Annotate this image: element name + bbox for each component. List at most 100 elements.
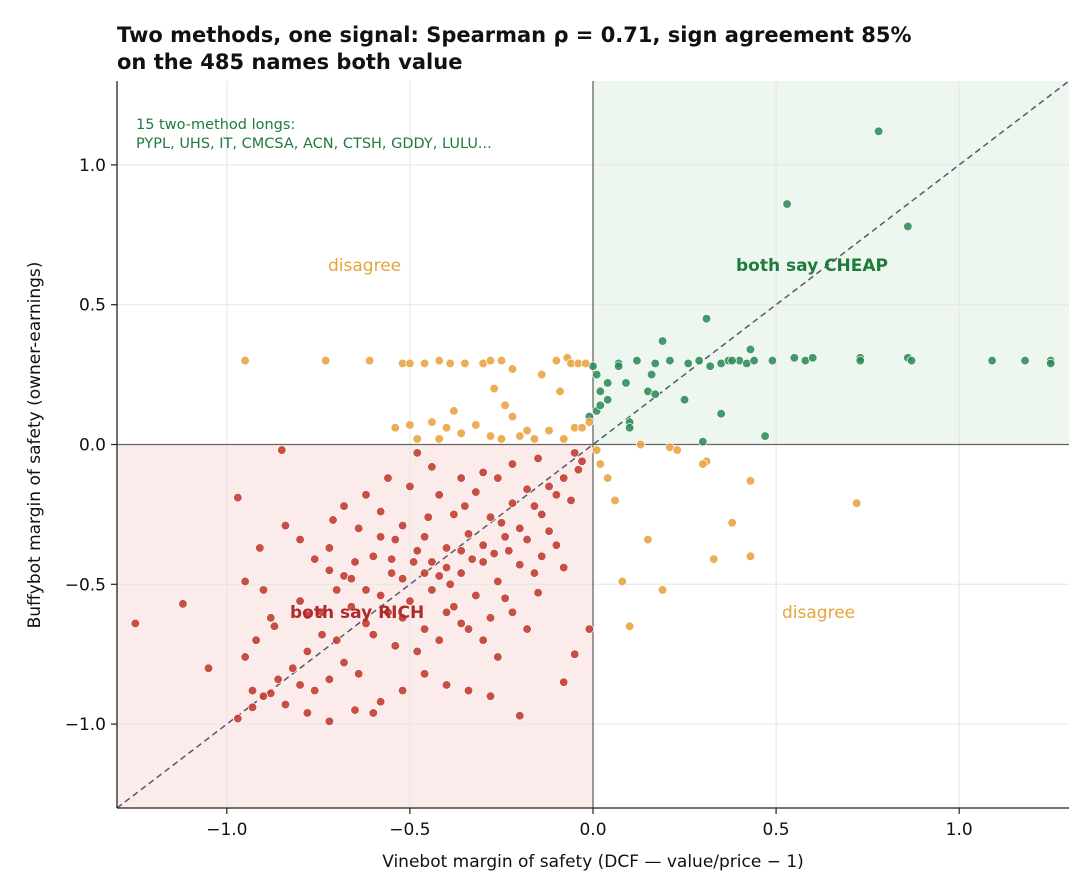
data-point-disagree bbox=[745, 551, 756, 561]
data-point-both-say-rich bbox=[515, 711, 525, 721]
data-point-both-say-rich bbox=[324, 565, 335, 575]
data-point-both-say-rich bbox=[463, 529, 474, 539]
data-point-both-say-rich bbox=[386, 568, 397, 578]
data-point-both-say-rich bbox=[317, 607, 327, 617]
data-point-disagree bbox=[500, 400, 510, 411]
data-point-both-say-cheap bbox=[701, 314, 712, 324]
data-point-both-say-rich bbox=[280, 520, 291, 531]
data-point-both-say-rich bbox=[441, 543, 452, 553]
data-point-both-say-rich bbox=[310, 685, 320, 696]
data-point-both-say-rich bbox=[412, 646, 422, 657]
data-point-both-say-rich bbox=[559, 473, 569, 483]
data-point-both-say-rich bbox=[273, 674, 283, 685]
data-point-both-say-rich bbox=[251, 635, 261, 645]
data-point-both-say-rich bbox=[445, 579, 455, 589]
x-tick-label: −0.5 bbox=[389, 820, 430, 840]
data-point-both-say-rich bbox=[419, 532, 430, 542]
data-point-both-say-rich bbox=[375, 506, 386, 517]
data-point-both-say-rich bbox=[500, 532, 510, 542]
data-point-both-say-rich bbox=[408, 557, 419, 567]
data-point-both-say-rich bbox=[434, 635, 444, 645]
data-point-disagree bbox=[851, 498, 862, 508]
data-point-both-say-rich bbox=[269, 621, 280, 631]
data-point-both-say-rich bbox=[354, 523, 364, 534]
data-point-disagree bbox=[555, 386, 565, 397]
data-point-both-say-rich bbox=[471, 487, 481, 497]
data-point-both-say-rich bbox=[493, 652, 503, 662]
data-point-disagree bbox=[672, 445, 682, 455]
data-point-both-say-rich bbox=[507, 607, 518, 617]
data-point-both-say-rich bbox=[496, 518, 507, 528]
data-point-disagree bbox=[427, 417, 437, 427]
data-point-disagree bbox=[434, 355, 444, 366]
data-point-both-say-rich bbox=[471, 590, 481, 601]
data-point-both-say-rich bbox=[577, 456, 587, 466]
data-point-both-say-rich bbox=[346, 602, 356, 612]
data-point-both-say-cheap bbox=[650, 358, 660, 369]
data-point-both-say-rich bbox=[460, 501, 470, 511]
data-point-both-say-rich bbox=[390, 534, 400, 545]
data-point-disagree bbox=[507, 411, 518, 422]
data-point-disagree bbox=[595, 459, 605, 469]
data-point-both-say-rich bbox=[240, 576, 250, 587]
data-point-both-say-rich bbox=[328, 515, 338, 525]
data-point-disagree bbox=[419, 358, 430, 369]
data-point-disagree bbox=[529, 434, 540, 444]
data-point-both-say-rich bbox=[317, 629, 327, 640]
data-point-both-say-rich bbox=[405, 481, 415, 492]
data-point-both-say-rich bbox=[332, 635, 342, 645]
data-point-both-say-cheap bbox=[595, 386, 605, 397]
data-point-both-say-cheap bbox=[694, 355, 704, 366]
data-point-both-say-rich bbox=[397, 613, 408, 623]
data-point-both-say-rich bbox=[423, 512, 433, 522]
data-point-both-say-rich bbox=[570, 448, 580, 458]
data-point-both-say-rich bbox=[478, 557, 488, 567]
data-point-both-say-rich bbox=[368, 708, 378, 718]
data-point-disagree bbox=[507, 364, 518, 374]
data-point-disagree bbox=[727, 518, 737, 528]
data-point-both-say-rich bbox=[559, 562, 569, 573]
data-point-both-say-cheap bbox=[632, 355, 642, 366]
data-point-both-say-cheap bbox=[906, 355, 917, 366]
data-point-both-say-rich bbox=[302, 610, 313, 620]
data-point-both-say-rich bbox=[310, 554, 320, 564]
y-tick-label: 0.0 bbox=[79, 436, 106, 456]
data-point-both-say-rich bbox=[277, 445, 287, 455]
data-point-both-say-rich bbox=[434, 571, 444, 581]
data-point-both-say-rich bbox=[449, 509, 459, 520]
data-point-both-say-rich bbox=[130, 618, 140, 629]
data-point-both-say-rich bbox=[346, 574, 356, 584]
data-point-both-say-rich bbox=[507, 498, 518, 508]
data-point-both-say-rich bbox=[434, 490, 444, 500]
y-tick-label: −1.0 bbox=[65, 715, 106, 735]
data-point-both-say-cheap bbox=[657, 336, 668, 346]
data-point-both-say-rich bbox=[302, 708, 313, 718]
data-point-both-say-rich bbox=[405, 596, 415, 606]
title: Two methods, one signal: Spearman ρ = 0.… bbox=[117, 23, 912, 74]
data-point-both-say-rich bbox=[522, 624, 532, 634]
data-point-both-say-rich bbox=[240, 652, 250, 662]
data-point-both-say-rich bbox=[350, 705, 360, 715]
chart-title-line-1: Two methods, one signal: Spearman ρ = 0.… bbox=[117, 23, 912, 47]
data-point-both-say-rich bbox=[361, 618, 371, 629]
data-point-both-say-rich bbox=[493, 576, 503, 587]
data-point-both-say-rich bbox=[573, 465, 583, 475]
x-tick-label: −1.0 bbox=[206, 820, 247, 840]
data-point-both-say-rich bbox=[361, 585, 371, 595]
data-point-both-say-rich bbox=[266, 613, 276, 623]
data-point-both-say-cheap bbox=[767, 355, 778, 366]
data-point-both-say-rich bbox=[441, 607, 452, 617]
data-point-both-say-rich bbox=[559, 677, 569, 687]
data-point-disagree bbox=[592, 445, 602, 455]
data-point-both-say-cheap bbox=[789, 353, 800, 363]
rich-quadrant-label: both say RICH bbox=[290, 603, 424, 623]
data-point-disagree bbox=[390, 423, 400, 433]
data-point-both-say-rich bbox=[500, 593, 510, 603]
data-point-disagree bbox=[610, 495, 620, 506]
data-point-both-say-cheap bbox=[745, 344, 756, 355]
data-point-both-say-rich bbox=[295, 534, 305, 545]
data-point-both-say-rich bbox=[544, 526, 554, 536]
data-point-both-say-rich bbox=[361, 490, 371, 500]
data-point-both-say-cheap bbox=[679, 395, 690, 405]
